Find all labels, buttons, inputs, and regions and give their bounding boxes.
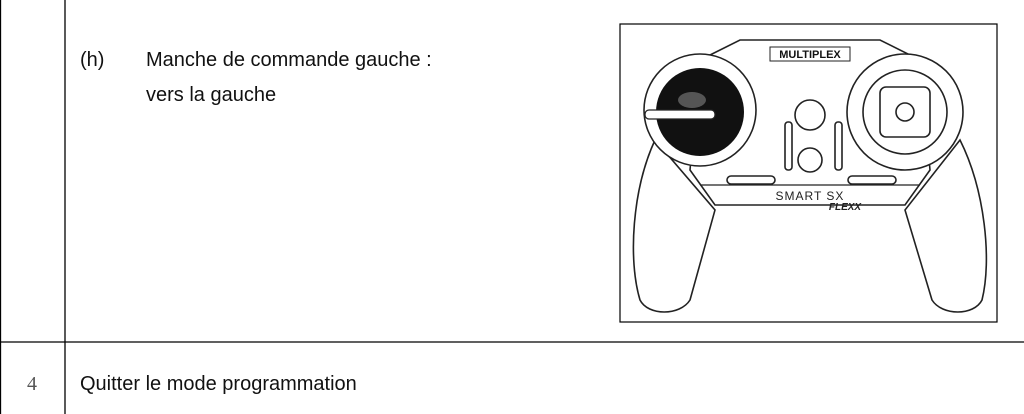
model: SMART SX xyxy=(776,189,845,203)
step-label: (h) xyxy=(80,49,104,71)
row-number: 4 xyxy=(27,373,37,395)
controller-figure: MULTIPLEX SMART SX FLEXX xyxy=(619,23,998,323)
step-text: Manche de commande gauche : xyxy=(146,49,432,71)
brand: MULTIPLEX xyxy=(779,49,841,61)
row-text: Quitter le mode programmation xyxy=(80,373,357,395)
variant: FLEXX xyxy=(829,202,863,213)
step-text: vers la gauche xyxy=(146,84,276,106)
